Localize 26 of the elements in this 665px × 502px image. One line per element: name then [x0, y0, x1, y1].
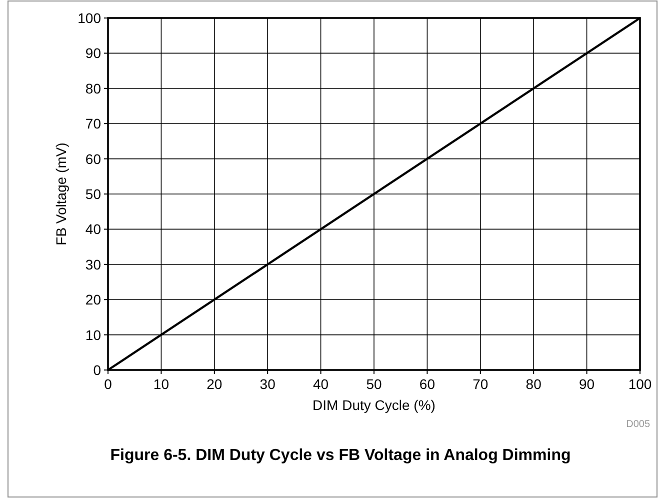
x-tick-label: 10 [153, 376, 170, 392]
x-tick-label: 80 [526, 376, 542, 392]
x-axis-title: DIM Duty Cycle (%) [312, 397, 436, 413]
y-tick-label: 40 [85, 221, 102, 238]
x-tick-label: 60 [419, 376, 436, 392]
y-tick-label: 70 [85, 116, 102, 132]
text: D005 [626, 419, 650, 430]
x-tick-label: 100 [628, 376, 652, 392]
x-tick-label: 0 [104, 376, 112, 392]
text: Figure 6-5. DIM Duty Cycle vs FB Voltage in Analog Dimming [110, 447, 571, 464]
y-tick-label: 100 [78, 10, 102, 26]
x-tick-label: 30 [260, 376, 276, 392]
x-tick-label: 70 [472, 376, 488, 392]
y-tick-label: 10 [85, 326, 102, 343]
x-tick-label: 50 [366, 376, 382, 392]
y-tick-label: 90 [85, 45, 102, 62]
y-tick-label: 20 [85, 292, 102, 308]
y-tick-label: 60 [85, 150, 102, 167]
y-axis-title: FB Voltage (mV) [53, 142, 69, 246]
x-tick-label: 20 [206, 376, 222, 392]
y-tick-label: 50 [85, 186, 102, 202]
x-tick-label: 90 [579, 376, 595, 392]
y-tick-label: 80 [85, 80, 102, 96]
x-tick-label: 40 [313, 376, 329, 392]
y-tick-label: 0 [93, 362, 102, 378]
y-tick-label: 30 [85, 256, 102, 272]
